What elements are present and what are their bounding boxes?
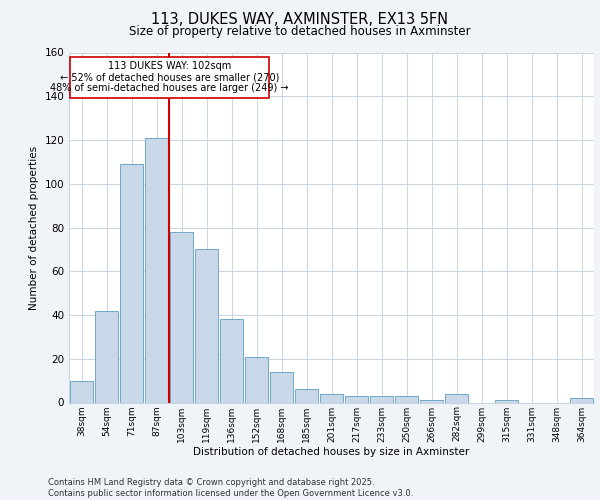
Y-axis label: Number of detached properties: Number of detached properties — [29, 146, 39, 310]
Text: ← 52% of detached houses are smaller (270): ← 52% of detached houses are smaller (27… — [60, 72, 280, 82]
Bar — [145, 138, 169, 402]
Bar — [494, 400, 518, 402]
Bar — [344, 396, 368, 402]
Text: 113, DUKES WAY, AXMINSTER, EX13 5FN: 113, DUKES WAY, AXMINSTER, EX13 5FN — [151, 12, 449, 28]
Bar — [395, 396, 418, 402]
Bar — [320, 394, 343, 402]
Bar — [419, 400, 443, 402]
Bar — [95, 310, 118, 402]
Bar — [194, 250, 218, 402]
Bar — [119, 164, 143, 402]
Bar — [569, 398, 593, 402]
Bar — [445, 394, 469, 402]
Text: 48% of semi-detached houses are larger (249) →: 48% of semi-detached houses are larger (… — [50, 83, 289, 93]
Bar — [295, 390, 319, 402]
Bar — [370, 396, 394, 402]
Text: 113 DUKES WAY: 102sqm: 113 DUKES WAY: 102sqm — [108, 61, 231, 71]
Text: Contains HM Land Registry data © Crown copyright and database right 2025.
Contai: Contains HM Land Registry data © Crown c… — [48, 478, 413, 498]
X-axis label: Distribution of detached houses by size in Axminster: Distribution of detached houses by size … — [193, 447, 470, 457]
Bar — [70, 380, 94, 402]
FancyBboxPatch shape — [70, 57, 269, 98]
Bar — [170, 232, 193, 402]
Bar — [269, 372, 293, 402]
Text: Size of property relative to detached houses in Axminster: Size of property relative to detached ho… — [129, 25, 471, 38]
Bar — [220, 320, 244, 402]
Bar — [245, 356, 268, 403]
